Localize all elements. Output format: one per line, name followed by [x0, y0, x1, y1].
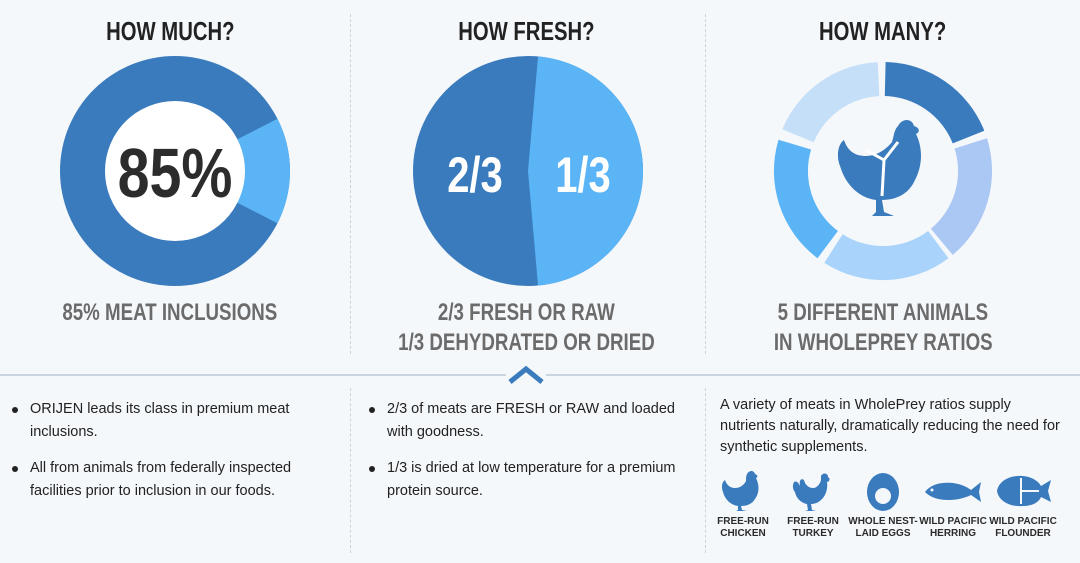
how-fresh-caption: 2/3 FRESH OR RAW 1/3 DEHYDRATED OR DRIED: [397, 299, 655, 356]
chicken-silhouette-icon: [837, 120, 921, 216]
animal-herring: WILD PACIFIC HERRING: [917, 470, 989, 540]
donut-hole: [105, 101, 245, 241]
how-fresh-bullet-list: 2/3 of meats are FRESH or RAW and loaded…: [365, 398, 695, 516]
how-many-heading: HOW MANY?: [819, 16, 947, 46]
list-item: All from animals from federally inspecte…: [8, 457, 328, 503]
ring-segment-5: [782, 62, 880, 143]
how-much-heading: HOW MUCH?: [105, 16, 235, 46]
wholeprey-description: A variety of meats in WholePrey ratios s…: [720, 397, 1060, 455]
how-fresh-heading: HOW FRESH?: [457, 16, 595, 46]
how-much-percent: 85%: [118, 134, 233, 213]
how-many-caption: 5 DIFFERENT ANIMALS IN WHOLEPREY RATIOS: [773, 299, 993, 356]
column-divider-4: [705, 388, 706, 553]
animal-turkey: FREE-RUN TURKEY: [777, 470, 849, 540]
turkey-icon: [792, 473, 830, 511]
how-much-donut-chart: 85%: [60, 56, 290, 286]
ring-segment-2: [930, 138, 993, 255]
how-much-bullet-list: ORIJEN leads its class in premium meat i…: [8, 398, 328, 516]
dried-segment: [528, 56, 643, 286]
ring-segment-1: [884, 62, 985, 144]
herring-icon: [925, 482, 981, 502]
list-item: 1/3 is dried at low temperature for a pr…: [365, 457, 695, 503]
animal-eggs: WHOLE NEST- LAID EGGS: [847, 470, 919, 540]
how-much-caption: 85% MEAT INCLUSIONS: [62, 299, 278, 326]
column-divider-3: [350, 388, 351, 553]
column-divider-1: [350, 14, 351, 354]
ring-segment-4: [773, 139, 838, 259]
fresh-fraction-label: 2/3: [447, 147, 503, 203]
animal-flounder: WILD PACIFIC FLOUNDER: [987, 470, 1059, 540]
ring-segment-3: [824, 231, 949, 281]
list-item: ORIJEN leads its class in premium meat i…: [8, 398, 328, 444]
how-many-animals-ring: [773, 62, 993, 281]
animal-chicken: FREE-RUN CHICKEN: [707, 470, 779, 540]
chevron-up-icon: [506, 364, 546, 386]
egg-icon: [867, 473, 899, 511]
list-item: 2/3 of meats are FRESH or RAW and loaded…: [365, 398, 695, 444]
chicken-icon: [721, 471, 759, 511]
column-divider-2: [705, 14, 706, 354]
how-fresh-pie-chart: 2/3 1/3: [413, 56, 643, 286]
flounder-icon: [997, 475, 1051, 507]
dried-fraction-label: 1/3: [555, 147, 611, 203]
